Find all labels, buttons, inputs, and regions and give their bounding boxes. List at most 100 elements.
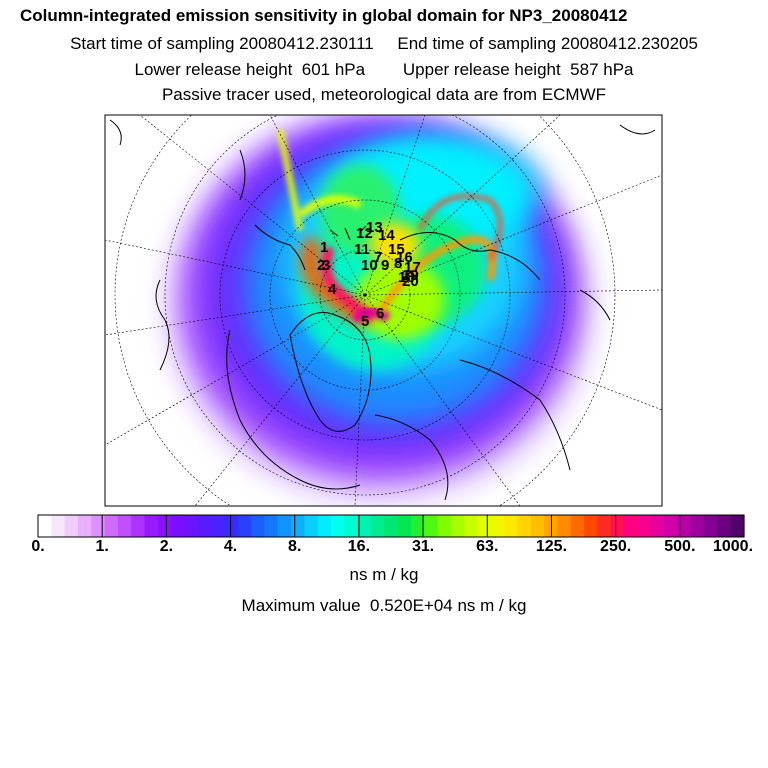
start-time-label: Start time of sampling 20080412.230111 (70, 34, 374, 53)
colorbar-cell (504, 515, 519, 537)
colorbar-cell (717, 515, 732, 537)
colorbar-tick-label: 0. (31, 538, 45, 555)
release-point-19: 19 (402, 267, 419, 284)
release-point-18: 18 (398, 269, 415, 286)
colorbar-cell (384, 515, 399, 537)
release-point-13: 13 (366, 219, 383, 236)
colorbar-cell (291, 515, 306, 537)
colorbar-tick-label: 4. (223, 538, 238, 555)
colorbar-cell (91, 515, 106, 537)
colorbar-cell (144, 515, 159, 537)
release-point-16: 16 (396, 249, 413, 266)
colorbar-cell (530, 515, 545, 537)
colorbar-cell (77, 515, 92, 537)
colorbar-cell (224, 515, 239, 537)
colorbar-cell (211, 515, 226, 537)
colorbar-tick-label: 125. (535, 538, 568, 555)
maximum-value-label: Maximum value 0.520E+04 ns m / kg (241, 596, 527, 615)
colorbar-cell (117, 515, 132, 537)
release-point-2: 2 (317, 257, 325, 274)
colorbar-cell (317, 515, 332, 537)
coastlines (109, 119, 656, 501)
colorbar-cell (517, 515, 532, 537)
colorbar-cell (357, 515, 372, 537)
colorbar-tick-label: 1000. (712, 538, 754, 555)
colorbar-cell (397, 515, 412, 537)
upper-height-label: Upper release height 587 hPa (402, 60, 634, 79)
colorbar-cell (277, 515, 292, 537)
colorbar-cell (331, 515, 345, 537)
release-point-6: 6 (376, 305, 384, 322)
colorbar-cell (584, 515, 599, 537)
colorbar-tick-label: 16. (347, 538, 371, 555)
colorbar-cell (157, 515, 172, 537)
colorbar-units: ns m / kg (349, 565, 419, 584)
colorbar-cell (570, 515, 585, 537)
colorbar-cell (704, 515, 718, 537)
colorbar-cell (610, 515, 625, 537)
colorbar-cell (237, 515, 252, 537)
release-point-1: 1 (320, 239, 328, 256)
colorbar-cell (437, 515, 452, 537)
colorbar-cell (477, 515, 492, 537)
colorbar-cell (690, 515, 705, 537)
colorbar-cell (184, 515, 199, 537)
colorbar-cell (664, 515, 678, 537)
colorbar-cell (677, 515, 692, 537)
colorbar-cell (344, 515, 359, 537)
colorbar-cell (64, 515, 79, 537)
colorbar-cell (597, 515, 612, 537)
release-point-8: 8 (394, 255, 402, 272)
colorbar-tick-label: 31. (411, 538, 435, 555)
colorbar-cell (371, 515, 385, 537)
colorbar-tick-label: 2. (159, 538, 174, 555)
colorbar-cell (104, 515, 119, 537)
release-point-12: 12 (356, 225, 373, 242)
release-point-10: 10 (361, 257, 378, 274)
tracer-info: Passive tracer used, meteorological data… (161, 85, 607, 104)
colorbar-cell (624, 515, 639, 537)
colorbar-tick-label: 1. (95, 538, 109, 555)
map-title: Column-integrated emission sensitivity i… (20, 6, 628, 25)
colorbar-cell (450, 515, 465, 537)
colorbar-cell (171, 515, 186, 537)
release-heights: Lower release height 601 hPa Upper relea… (0, 60, 768, 80)
release-point-15: 15 (388, 241, 405, 258)
graticule (105, 115, 662, 506)
release-point-7: 7 (374, 249, 382, 266)
colorbar-frame (37, 514, 745, 538)
colorbar-cell (251, 515, 266, 537)
release-point-9: 9 (381, 257, 389, 274)
release-point-20: 20 (402, 273, 419, 290)
release-point-3: 3 (322, 257, 330, 274)
colorbar-cell (730, 515, 745, 537)
colorbar-tick-label: 250. (600, 538, 632, 555)
colorbar-cell (650, 515, 665, 537)
end-time-label: End time of sampling 20080412.230205 (397, 34, 698, 53)
release-point-11: 11 (354, 241, 370, 258)
colorbar-cell (131, 515, 146, 537)
colorbar-cell (304, 515, 319, 537)
colorbar-cell (410, 515, 425, 537)
sensitivity-field (165, 115, 595, 505)
colorbar-cell (197, 515, 212, 537)
lower-height-label: Lower release height 601 hPa (134, 60, 366, 79)
colorbar-cell (490, 515, 505, 537)
release-point-4: 4 (328, 281, 337, 298)
colorbar-cell (557, 515, 572, 537)
colorbar-cell (264, 515, 279, 537)
map-frame (104, 114, 663, 507)
release-point-5: 5 (361, 313, 369, 330)
sampling-times: Start time of sampling 20080412.230111 E… (0, 34, 768, 54)
colorbar-tick-label: 63. (476, 538, 499, 555)
colorbar-cell (38, 515, 52, 537)
colorbar-tick-label: 500. (664, 538, 696, 555)
colorbar-cell (424, 515, 439, 537)
colorbar-cell (464, 515, 479, 537)
release-point-14: 14 (378, 227, 395, 244)
colorbar-tick-label: 8. (288, 538, 302, 555)
colorbar-cell (637, 515, 652, 537)
